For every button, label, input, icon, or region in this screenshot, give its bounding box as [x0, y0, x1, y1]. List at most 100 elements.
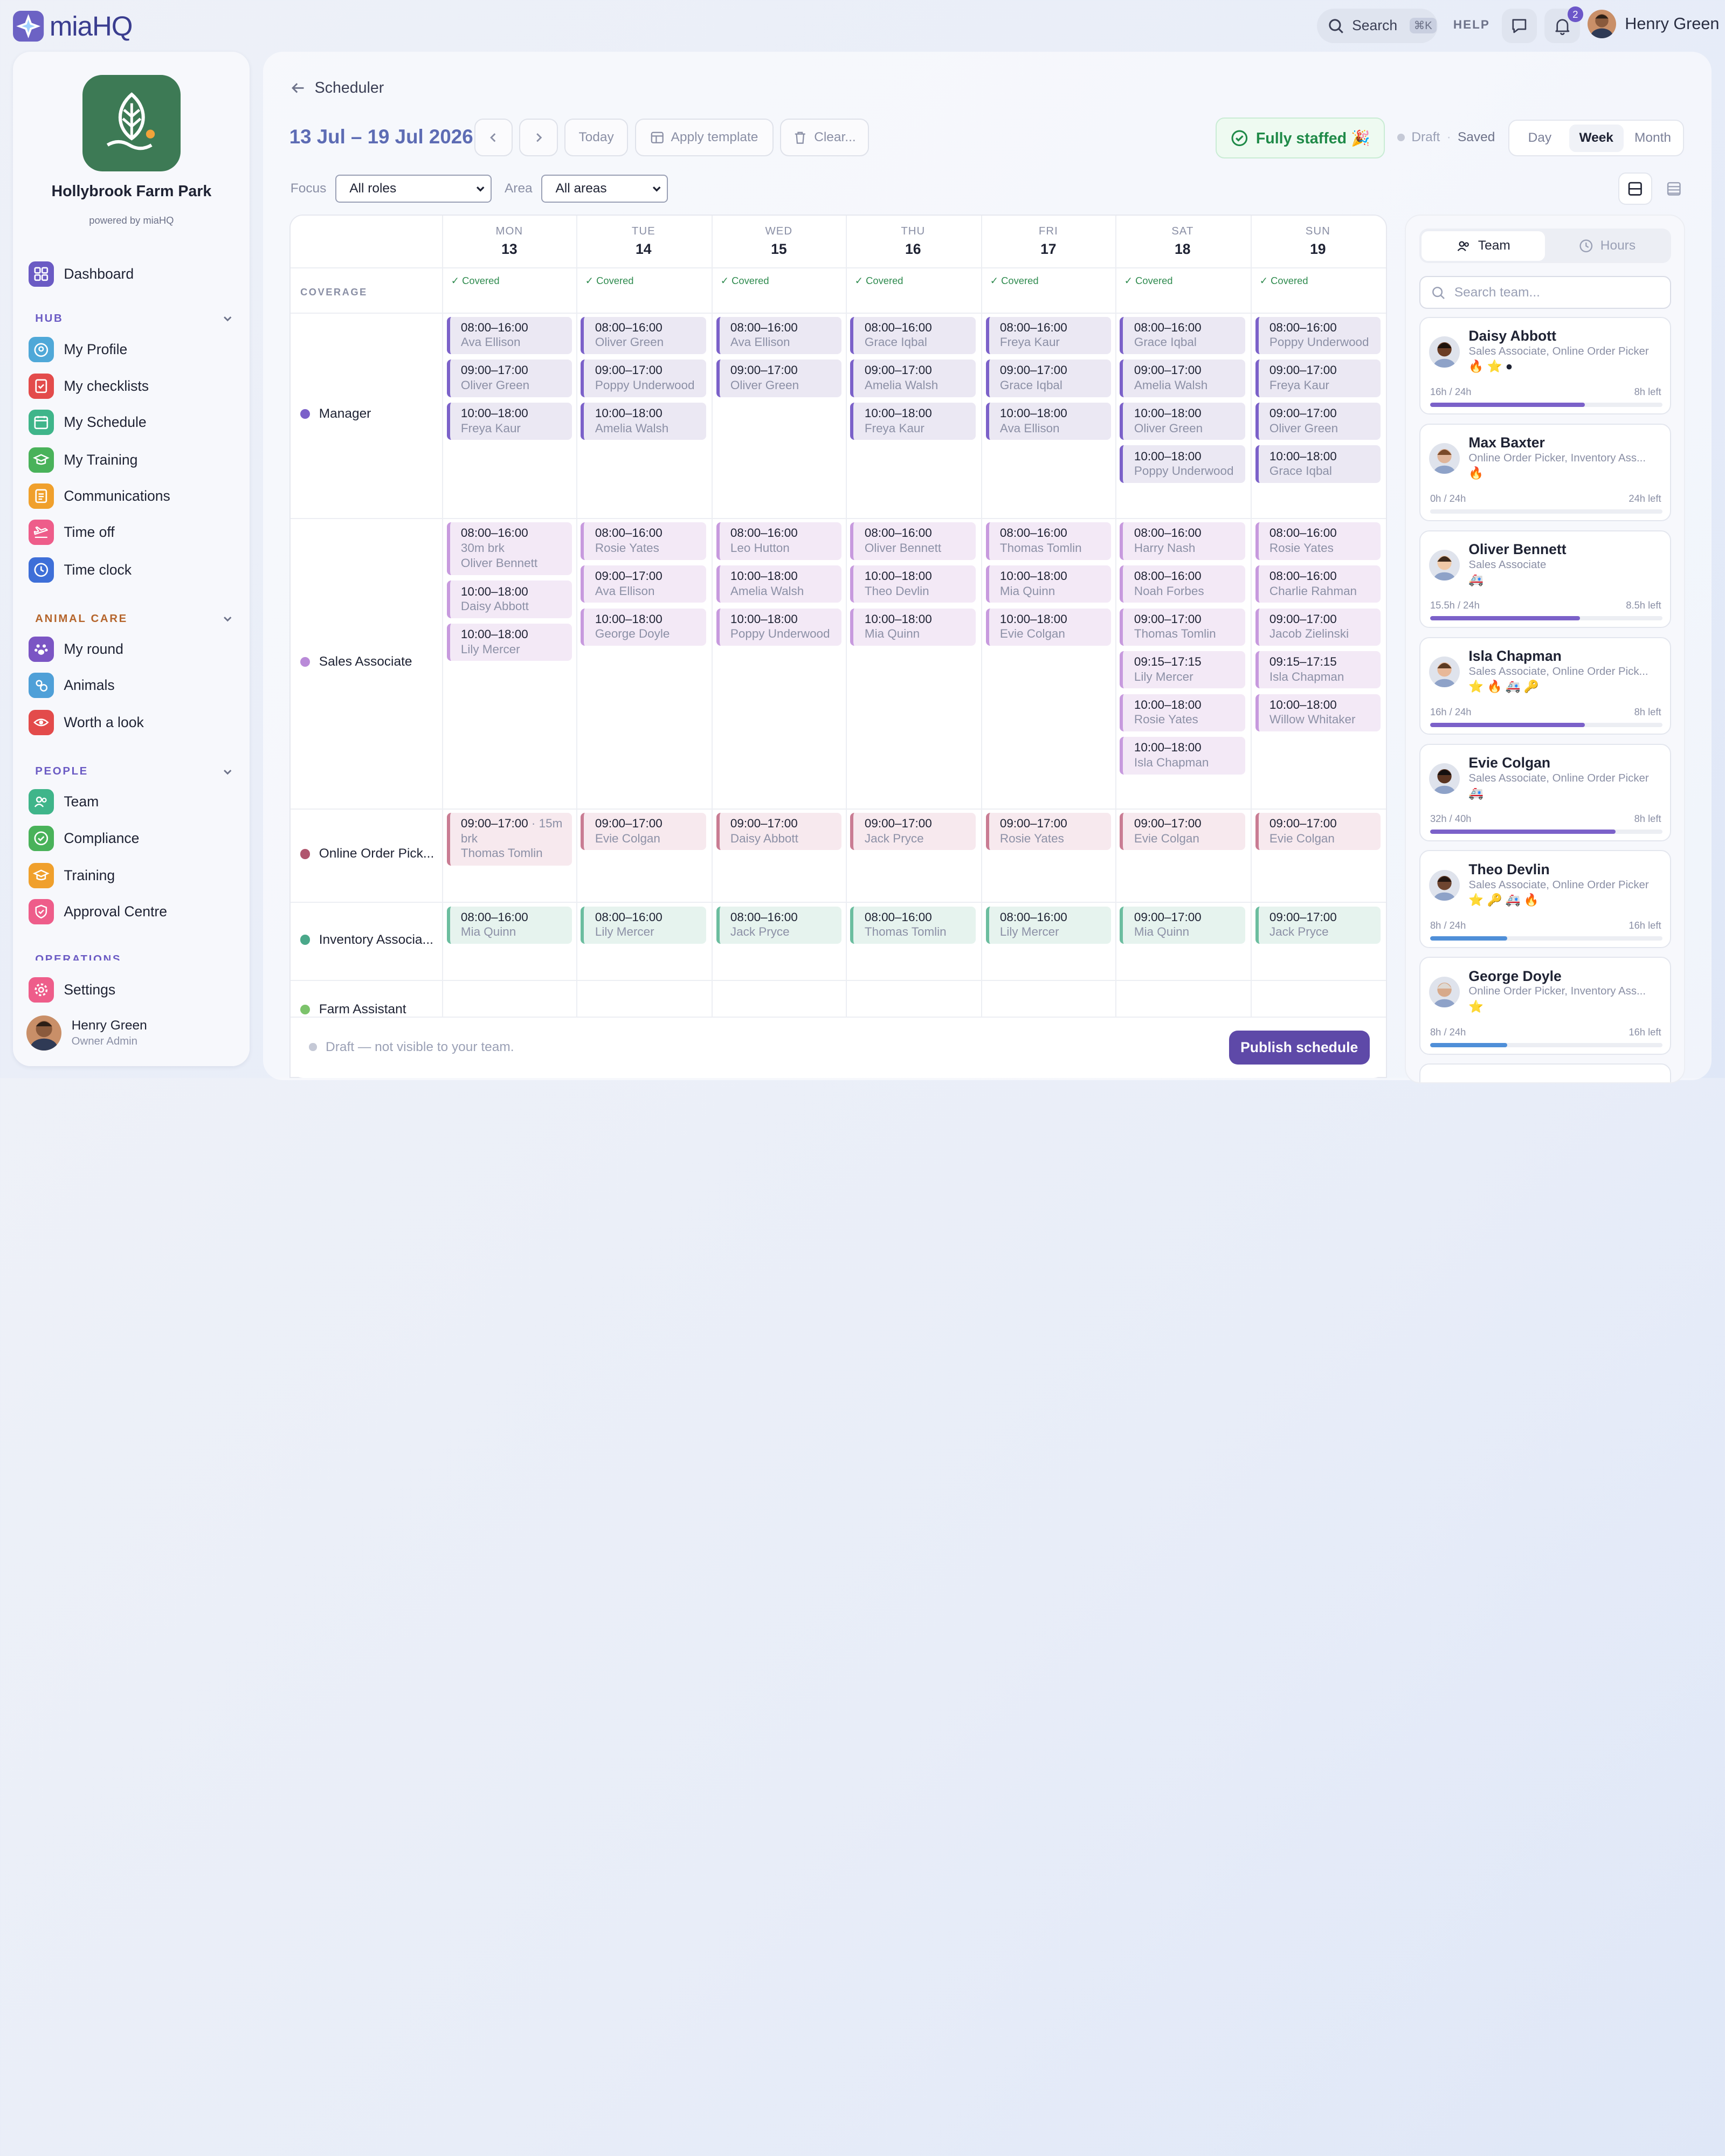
shift-block[interactable]: 09:00–17:00 Jacob Zielinski — [1255, 608, 1381, 646]
shift-block[interactable]: 08:00–16:00 Freya Kaur — [985, 316, 1112, 355]
sidebar-item-my-profile[interactable]: My Profile — [29, 334, 238, 365]
shift-block[interactable]: 08:00–16:00 Ava Ellison — [446, 316, 572, 355]
user-menu[interactable]: Henry Green — [1587, 10, 1719, 39]
shift-block[interactable]: 10:00–18:00 Oliver Green — [1120, 402, 1246, 440]
area-select[interactable]: All areas — [541, 175, 668, 203]
shift-block[interactable]: 09:00–17:00 · 15m brk Thomas Tomlin — [446, 813, 572, 866]
shift-block[interactable]: 09:00–17:00 Jack Pryce — [1255, 906, 1381, 944]
shift-block[interactable]: 10:00–18:00 Freya Kaur — [446, 402, 572, 440]
sidebar-item-dashboard[interactable]: Dashboard — [29, 259, 238, 289]
shift-block[interactable]: 08:00–16:00 Mia Quinn — [446, 906, 572, 944]
shift-block[interactable]: 10:00–18:00 Poppy Underwood — [716, 608, 842, 646]
app-logo[interactable]: miaHQ — [12, 10, 133, 43]
publish-schedule-button[interactable]: Publish schedule — [1229, 1031, 1370, 1065]
clear-button[interactable]: Clear... — [779, 119, 870, 156]
sidebar-item-time-off[interactable]: Time off — [29, 517, 238, 548]
shift-block[interactable]: 10:00–18:00 Mia Quinn — [985, 565, 1112, 603]
sidebar-user[interactable]: Henry Green Owner Admin — [26, 1015, 147, 1051]
shift-block[interactable]: 10:00–18:00 Grace Iqbal — [1255, 445, 1381, 483]
shift-block[interactable]: 10:00–18:00 Daisy Abbott — [446, 581, 572, 618]
shift-block[interactable]: 08:00–16:00 Rosie Yates — [1255, 522, 1381, 560]
shift-block[interactable]: 08:00–16:00 Rosie Yates — [581, 522, 707, 560]
layout-split-button[interactable] — [1618, 172, 1653, 205]
shift-block[interactable]: 09:00–17:00 Rosie Yates — [985, 813, 1112, 851]
shift-block[interactable]: 10:00–18:00 Rosie Yates — [1120, 694, 1246, 732]
team-member-card[interactable]: Oliver Bennett Sales Associate 🚑 15.5h / 24… — [1419, 530, 1671, 628]
team-member-card[interactable] — [1419, 1063, 1671, 1083]
tab-team[interactable]: Team — [1421, 231, 1545, 261]
shift-block[interactable]: 08:00–16:00 Jack Pryce — [716, 906, 842, 944]
shift-block[interactable]: 09:15–17:15 Lily Mercer — [1120, 651, 1246, 689]
shift-block[interactable]: 09:00–17:00 Evie Colgan — [1120, 813, 1246, 851]
global-search-button[interactable]: Search ⌘K — [1316, 9, 1438, 43]
shift-block[interactable]: 10:00–18:00 Amelia Walsh — [716, 565, 842, 603]
section-people[interactable]: PEOPLE — [35, 765, 233, 778]
view-week-button[interactable]: Week — [1569, 124, 1624, 152]
shift-block[interactable]: 08:00–16:00 Poppy Underwood — [1255, 316, 1381, 355]
shift-block[interactable]: 08:00–16:00 30m brk Oliver Bennett — [446, 522, 572, 576]
shift-block[interactable]: 08:00–16:00 Leo Hutton — [716, 522, 842, 560]
sidebar-item-my-schedule[interactable]: My Schedule — [29, 407, 238, 438]
sidebar-item-communications[interactable]: Communications — [29, 481, 238, 512]
shift-block[interactable]: 08:00–16:00 Lily Mercer — [985, 906, 1112, 944]
shift-block[interactable]: 08:00–16:00 Grace Iqbal — [1120, 316, 1246, 355]
shift-block[interactable]: 08:00–16:00 Grace Iqbal — [850, 316, 976, 355]
shift-block[interactable]: 09:00–17:00 Ava Ellison — [581, 565, 707, 603]
shift-block[interactable]: 08:00–16:00 Lily Mercer — [581, 906, 707, 944]
sidebar-item-settings[interactable]: Settings — [29, 975, 238, 1005]
shift-block[interactable]: 09:00–17:00 Oliver Green — [1255, 402, 1381, 440]
notifications-button[interactable]: 2 — [1544, 6, 1583, 43]
shift-block[interactable]: 09:00–17:00 Grace Iqbal — [985, 360, 1112, 397]
view-month-button[interactable]: Month — [1634, 130, 1671, 146]
sidebar-item-my-round[interactable]: My round — [29, 633, 238, 664]
shift-block[interactable]: 10:00–18:00 Poppy Underwood — [1120, 445, 1246, 483]
shift-block[interactable]: 08:00–16:00 Thomas Tomlin — [985, 522, 1112, 560]
shift-block[interactable]: 10:00–18:00 Isla Chapman — [1120, 737, 1246, 775]
team-member-card[interactable]: Max Baxter Online Order Picker, Inventory… — [1419, 423, 1671, 522]
apply-template-button[interactable]: Apply template — [634, 119, 774, 156]
team-member-card[interactable]: Evie Colgan Sales Associate, Online Order… — [1419, 743, 1671, 842]
sidebar-item-approval-centre[interactable]: Approval Centre — [29, 896, 238, 927]
view-day-button[interactable]: Day — [1528, 130, 1552, 146]
shift-block[interactable]: 09:00–17:00 Freya Kaur — [1255, 360, 1381, 397]
sidebar-item-time-clock[interactable]: Time clock — [29, 555, 238, 585]
team-search-input[interactable]: Search team... — [1419, 276, 1671, 309]
team-member-card[interactable]: George Doyle Online Order Picker, Invento… — [1419, 957, 1671, 1055]
messages-button[interactable] — [1501, 9, 1537, 43]
shift-block[interactable]: 09:00–17:00 Daisy Abbott — [716, 813, 842, 851]
shift-block[interactable]: 08:00–16:00 Noah Forbes — [1120, 565, 1246, 603]
breadcrumb[interactable]: Scheduler — [291, 79, 384, 97]
shift-block[interactable]: 10:00–18:00 Theo Devlin — [850, 565, 976, 603]
shift-block[interactable]: 09:00–17:00 Thomas Tomlin — [1120, 608, 1246, 646]
tab-hours[interactable]: Hours — [1545, 231, 1669, 261]
sidebar-item-training[interactable]: Training — [29, 860, 238, 891]
focus-select[interactable]: All roles — [335, 175, 492, 203]
shift-block[interactable]: 08:00–16:00 Ava Ellison — [716, 316, 842, 355]
shift-block[interactable]: 10:00–18:00 Ava Ellison — [985, 402, 1112, 440]
sidebar-item-my-training[interactable]: My Training — [29, 444, 238, 475]
shift-block[interactable]: 09:00–17:00 Jack Pryce — [850, 813, 976, 851]
shift-block[interactable]: 10:00–18:00 Amelia Walsh — [581, 402, 707, 440]
shift-block[interactable]: 09:00–17:00 Mia Quinn — [1120, 906, 1246, 944]
layout-list-button[interactable] — [1657, 172, 1690, 204]
shift-block[interactable]: 08:00–16:00 Oliver Green — [581, 316, 707, 355]
shift-block[interactable]: 09:00–17:00 Amelia Walsh — [850, 360, 976, 397]
shift-block[interactable]: 08:00–16:00 Thomas Tomlin — [850, 906, 976, 944]
shift-block[interactable]: 09:00–17:00 Oliver Green — [716, 360, 842, 397]
section-hub[interactable]: HUB — [35, 313, 233, 325]
team-member-card[interactable]: Daisy Abbott Sales Associate, Online Orde… — [1419, 316, 1671, 415]
today-button[interactable]: Today — [564, 119, 629, 156]
shift-block[interactable]: 09:15–17:15 Isla Chapman — [1255, 651, 1381, 689]
sidebar-item-animals[interactable]: Animals — [29, 670, 238, 701]
shift-block[interactable]: 10:00–18:00 Evie Colgan — [985, 608, 1112, 646]
shift-block[interactable]: 08:00–16:00 Harry Nash — [1120, 522, 1246, 560]
sidebar-item-compliance[interactable]: Compliance — [29, 823, 238, 854]
shift-block[interactable]: 10:00–18:00 Willow Whitaker — [1255, 694, 1381, 732]
team-member-card[interactable]: Isla Chapman Sales Associate, Online Orde… — [1419, 637, 1671, 735]
shift-block[interactable]: 09:00–17:00 Amelia Walsh — [1120, 360, 1246, 397]
section-operations[interactable]: OPERATIONS — [35, 953, 233, 960]
shift-block[interactable]: 09:00–17:00 Oliver Green — [446, 360, 572, 397]
shift-block[interactable]: 09:00–17:00 Evie Colgan — [1255, 813, 1381, 851]
sidebar-item-team[interactable]: Team — [29, 786, 238, 817]
shift-block[interactable]: 08:00–16:00 Charlie Rahman — [1255, 565, 1381, 603]
